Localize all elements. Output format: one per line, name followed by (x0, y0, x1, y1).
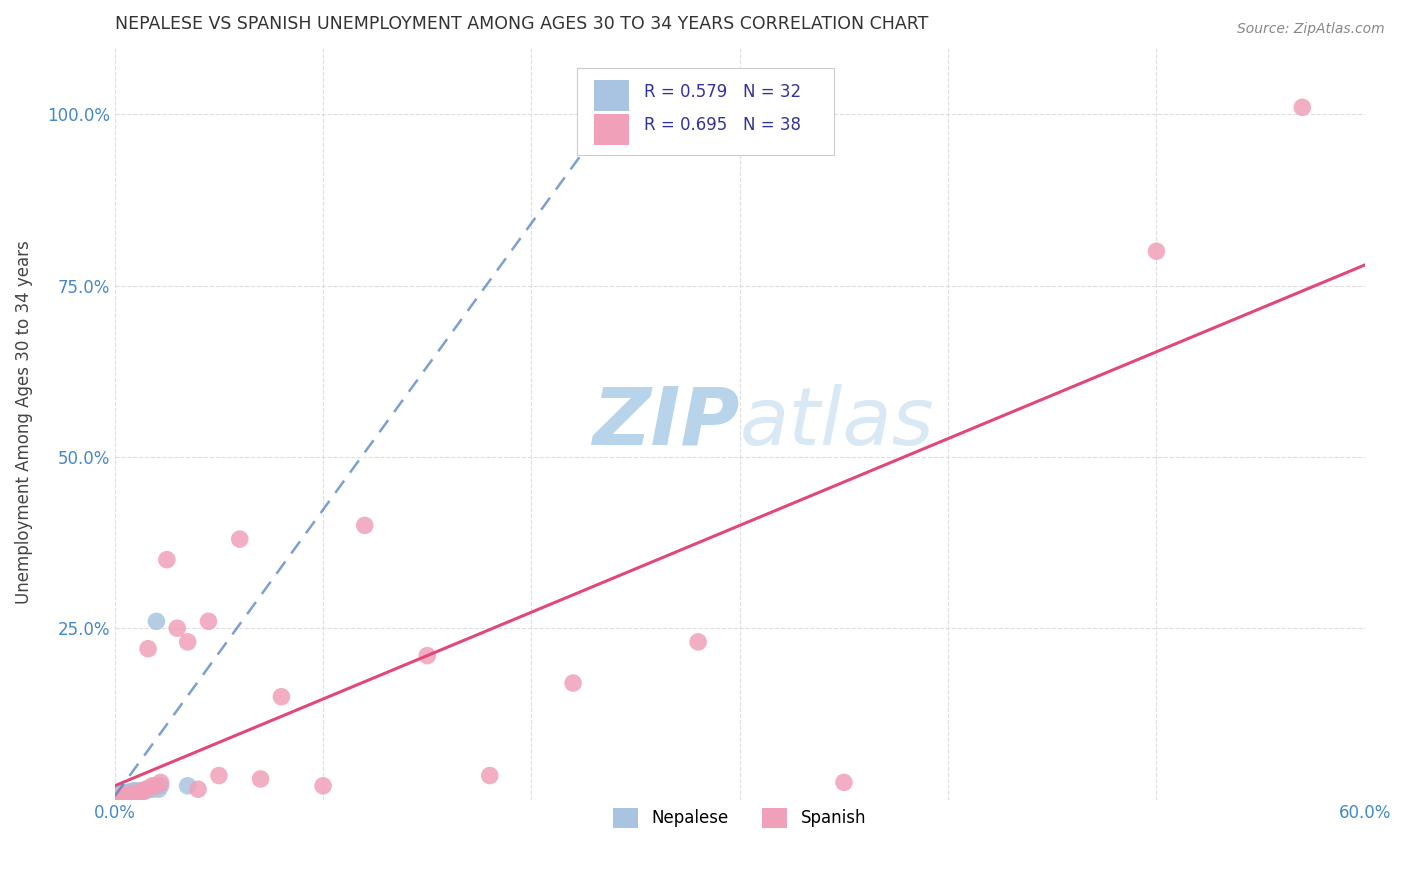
Text: R = 0.579   N = 32: R = 0.579 N = 32 (644, 83, 800, 102)
Point (136, 782, 159, 797)
Point (104, 792, 127, 806)
Text: NEPALESE VS SPANISH UNEMPLOYMENT AMONG AGES 30 TO 34 YEARS CORRELATION CHART: NEPALESE VS SPANISH UNEMPLOYMENT AMONG A… (115, 15, 928, 33)
Point (118, 787, 141, 801)
Point (114, 786, 136, 800)
Point (104, 790, 127, 805)
Point (132, 784, 155, 798)
Point (270, 690, 292, 704)
Point (124, 783, 146, 797)
Point (124, 787, 146, 801)
Point (131, 783, 153, 797)
Point (832, 775, 855, 789)
Text: atlas: atlas (740, 384, 935, 461)
Point (478, 768, 501, 782)
Point (141, 779, 163, 793)
Point (114, 789, 136, 803)
Point (128, 784, 150, 798)
Point (117, 787, 139, 801)
Text: Source: ZipAtlas.com: Source: ZipAtlas.com (1237, 22, 1385, 37)
Point (120, 786, 142, 800)
Point (104, 792, 127, 806)
Point (124, 786, 146, 800)
Point (166, 621, 188, 635)
Point (120, 784, 142, 798)
Point (149, 779, 172, 793)
Point (136, 641, 159, 656)
Point (149, 775, 172, 789)
Point (229, 532, 252, 546)
Point (110, 787, 132, 801)
Point (176, 635, 198, 649)
Point (132, 783, 155, 797)
Point (135, 783, 157, 797)
Point (131, 784, 153, 798)
FancyBboxPatch shape (593, 113, 628, 145)
Legend: Nepalese, Spanish: Nepalese, Spanish (605, 799, 875, 837)
Point (104, 789, 127, 803)
Point (312, 779, 335, 793)
Point (117, 789, 139, 803)
Point (120, 789, 142, 803)
FancyBboxPatch shape (593, 79, 628, 112)
Point (104, 792, 127, 806)
Point (110, 789, 132, 803)
Point (145, 779, 167, 793)
Point (1146, 244, 1168, 259)
Point (1291, 100, 1313, 114)
Point (122, 787, 145, 801)
Point (562, 676, 585, 690)
Point (688, 635, 710, 649)
Point (104, 790, 127, 805)
Point (143, 780, 166, 794)
Point (187, 782, 209, 797)
Point (353, 518, 375, 533)
Point (104, 789, 127, 803)
Point (104, 792, 127, 806)
Point (208, 768, 231, 782)
Text: R = 0.695   N = 38: R = 0.695 N = 38 (644, 116, 800, 134)
Point (148, 782, 170, 797)
Point (197, 615, 219, 629)
Point (110, 789, 132, 803)
Point (108, 790, 131, 805)
Point (127, 786, 149, 800)
Point (145, 615, 167, 629)
FancyBboxPatch shape (578, 69, 834, 155)
Point (118, 786, 141, 800)
Point (110, 786, 132, 800)
Point (104, 788, 127, 802)
Point (156, 552, 179, 566)
Point (176, 779, 198, 793)
Point (112, 787, 135, 801)
Y-axis label: Unemployment Among Ages 30 to 34 years: Unemployment Among Ages 30 to 34 years (15, 241, 32, 605)
Point (112, 789, 135, 804)
Point (135, 782, 157, 797)
Point (122, 784, 145, 798)
Point (104, 790, 127, 805)
Point (416, 648, 439, 663)
Point (128, 786, 150, 800)
Text: ZIP: ZIP (592, 384, 740, 461)
Point (141, 782, 163, 797)
Point (114, 789, 136, 803)
Point (249, 772, 271, 786)
